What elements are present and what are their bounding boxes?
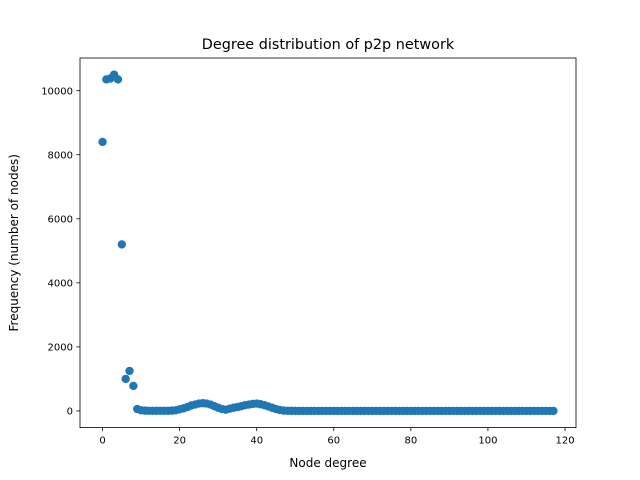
y-tick-label: 10000 xyxy=(41,86,73,97)
x-tick-label: 100 xyxy=(478,436,497,447)
x-axis-label: Node degree xyxy=(289,456,366,470)
plot-area-frame xyxy=(79,57,577,429)
x-tick-label: 60 xyxy=(327,436,340,447)
y-tick-label: 4000 xyxy=(48,278,73,289)
y-tick-label: 2000 xyxy=(48,342,73,353)
chart-title: Degree distribution of p2p network xyxy=(202,37,455,53)
data-points xyxy=(98,70,558,416)
data-point xyxy=(125,366,134,376)
data-point xyxy=(549,406,558,416)
x-tick-label: 40 xyxy=(250,436,263,447)
y-tick-label: 6000 xyxy=(48,214,73,225)
data-point xyxy=(129,381,138,391)
data-point xyxy=(113,75,123,84)
y-axis-label: Frequency (number of nodes) xyxy=(7,154,21,331)
x-tick-label: 120 xyxy=(555,436,574,447)
x-tick-label: 0 xyxy=(99,436,105,447)
x-tick-label: 80 xyxy=(404,436,417,447)
data-point xyxy=(117,240,127,249)
data-point xyxy=(121,374,130,384)
x-tick-label: 20 xyxy=(173,436,186,447)
y-tick-label: 8000 xyxy=(48,150,73,161)
data-point xyxy=(98,137,107,147)
x-axis-ticks: 0 20 40 60 80 100 120 xyxy=(99,427,575,447)
y-tick-label: 0 xyxy=(67,407,73,418)
y-axis-ticks: 0 2000 4000 6000 8000 10000 xyxy=(41,86,80,418)
